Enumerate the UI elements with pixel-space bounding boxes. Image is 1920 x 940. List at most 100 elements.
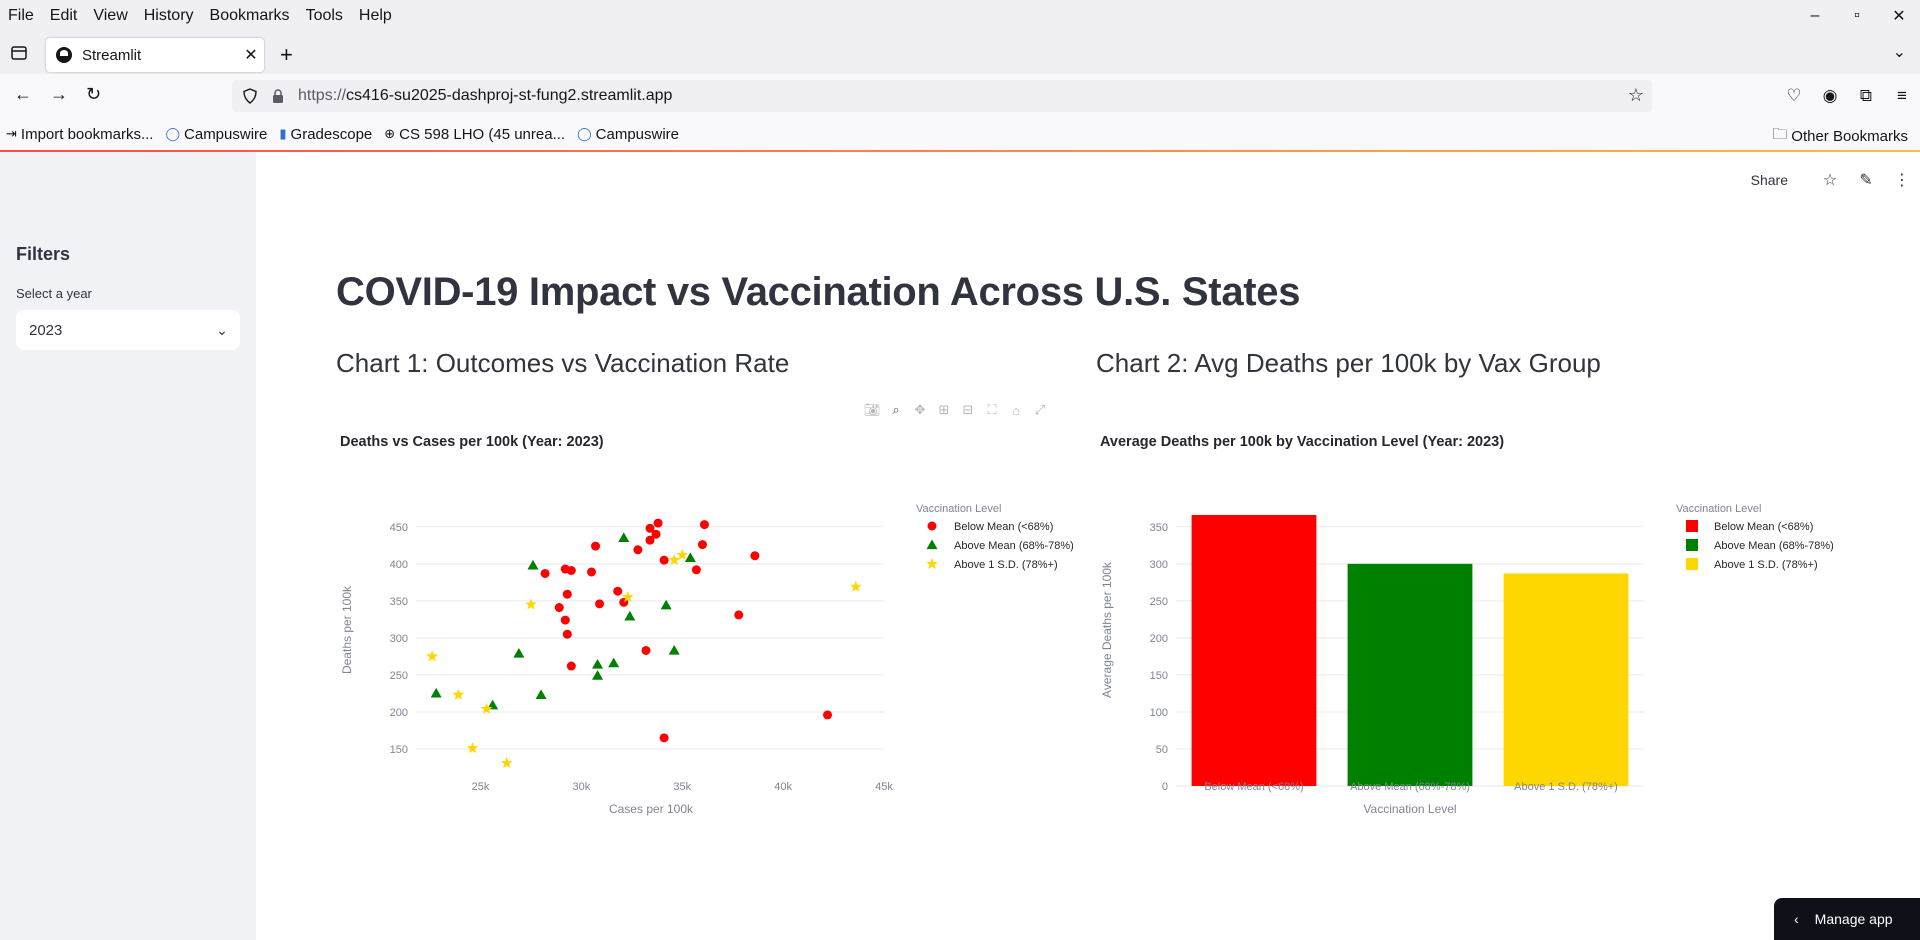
back-arrow-icon[interactable]: ← [14,84,32,104]
menu-help[interactable]: Help [358,7,392,24]
bookmark-cs598[interactable]: ⊕ CS 598 LHO (45 unrea... [384,125,566,143]
import-icon: ⇥ [6,126,17,141]
scatter-point [540,568,550,578]
bookmark-campuswire-2[interactable]: ◯ Campuswire [577,125,680,143]
app-header-accent-line [0,150,1920,152]
fullscreen-icon[interactable]: ⤢ [1034,402,1046,417]
shield-icon[interactable] [242,88,258,104]
menu-history[interactable]: History [143,7,194,24]
scatter-point [566,566,576,576]
share-button[interactable]: Share [1750,172,1788,188]
scatter-point [659,555,669,565]
x-tick-label: Above 1 S.D. (78%+) [1514,781,1618,793]
legend-entry[interactable]: Above Mean (68%-78%) [954,540,1074,552]
scatter-point [653,518,663,528]
bar[interactable] [1503,573,1629,786]
menu-view[interactable]: View [93,7,128,24]
scatter-point [592,659,604,669]
chart1-legend-title: Vaccination Level [916,503,1001,515]
camera-icon[interactable]: 📷︎ [863,402,881,417]
star-icon[interactable]: ☆ [1822,172,1838,189]
zoom-out-icon[interactable]: ⊟ [962,402,974,417]
scatter-point [684,552,696,563]
bar[interactable] [1347,563,1473,786]
menu-edit[interactable]: Edit [49,7,78,24]
new-tab-icon[interactable]: + [280,42,293,67]
chart1-heading: Chart 1: Outcomes vs Vaccination Rate [336,348,790,378]
account-icon[interactable]: ◉ [1822,86,1838,105]
bar[interactable] [1191,514,1317,786]
bookmarks-bar: ⇥ Import bookmarks... ◯ Campuswire ▮ Grades… [0,118,1920,150]
scatter-point [676,548,689,560]
extensions-icon[interactable]: ⧉ [1859,86,1873,105]
zoom-in-icon[interactable]: ⊞ [938,402,950,417]
scatter-chart[interactable]: Deaths vs Cases per 100k (Year: 2023) 15… [336,420,1096,840]
scatter-point [691,565,701,575]
chevron-down-icon[interactable]: ⌄ [1892,44,1906,61]
minimize-button[interactable]: – [1810,7,1820,24]
x-tick-label: Below Mean (<68%) [1204,781,1303,793]
more-options-icon[interactable]: ⋮ [1894,172,1910,189]
tab-list-icon[interactable] [10,44,28,62]
lock-icon[interactable] [270,88,286,104]
chart2-title: Average Deaths per 100k by Vaccination L… [1100,434,1504,450]
legend-marker [926,539,938,550]
legend-entry[interactable]: Below Mean (<68%) [954,521,1053,533]
zoom-icon[interactable]: ⌕ [892,402,900,417]
legend-entry[interactable]: Above 1 S.D. (78%+) [954,559,1058,571]
y-tick-label: 250 [390,670,408,682]
manage-app-button[interactable]: ‹ Manage app [1774,898,1920,940]
x-tick-label: 45k [875,781,893,793]
tab-streamlit[interactable]: Streamlit ✕ [46,38,264,72]
y-tick-label: 200 [390,707,408,719]
scatter-point [699,520,709,530]
scatter-point [430,687,442,698]
year-select[interactable]: 2023 ⌄ [16,310,240,350]
hamburger-menu-icon[interactable]: ≡ [1897,86,1907,105]
campuswire-icon: ◯ [577,126,592,141]
sidebar: Filters Select a year 2023 ⌄ [0,152,256,940]
forward-arrow-icon[interactable]: → [50,84,68,104]
bar-chart[interactable]: Average Deaths per 100k by Vaccination L… [1096,420,1916,840]
reload-icon[interactable]: ↻ [86,84,102,104]
scatter-point [554,603,564,613]
edit-pencil-icon[interactable]: ✎ [1859,172,1873,189]
url-text: https://cs416-su2025-dashproj-st-fung2.s… [298,87,673,104]
legend-entry[interactable]: Above 1 S.D. (78%+) [1714,559,1818,571]
globe-icon: ⊕ [384,126,396,141]
bookmark-import[interactable]: ⇥ Import bookmarks... [6,125,154,143]
autoscale-icon[interactable]: ⛶ [987,402,997,417]
scatter-point [668,553,681,566]
reset-axes-icon[interactable]: ⌂ [1012,402,1020,418]
menu-file[interactable]: File [8,7,34,24]
scatter-point [697,540,707,550]
y-tick-label: 350 [1150,522,1168,534]
other-bookmarks[interactable]: 🗀 Other Bookmarks [1772,124,1908,149]
sidebar-title: Filters [16,244,71,264]
pan-icon[interactable]: ✥ [914,402,926,417]
nav-bar: ← → ↻ https://cs416-su2025-dashproj-st-f… [0,74,1920,118]
scatter-point [426,650,439,662]
gradescope-icon: ▮ [279,126,287,141]
legend-marker [1686,558,1698,570]
url-bar[interactable]: https://cs416-su2025-dashproj-st-fung2.s… [232,80,1652,112]
year-select-label: Select a year [16,286,92,301]
close-window-button[interactable]: ✕ [1892,8,1906,25]
y-tick-label: 50 [1156,744,1168,756]
streamlit-favicon-icon [56,47,72,63]
pocket-icon[interactable]: ♡ [1786,86,1802,105]
scatter-point [595,599,605,609]
menu-bookmarks[interactable]: Bookmarks [209,7,290,24]
menu-tools[interactable]: Tools [305,7,343,24]
maximize-button[interactable]: ▫ [1854,7,1860,24]
legend-entry[interactable]: Below Mean (<68%) [1714,521,1813,533]
y-tick-label: 100 [1150,707,1168,719]
scatter-point [500,756,513,769]
scatter-point [566,661,576,671]
folder-icon: 🗀 [1772,126,1788,143]
bookmark-star-icon[interactable]: ☆ [1627,85,1644,105]
bookmark-campuswire[interactable]: ◯ Campuswire [165,125,268,143]
legend-entry[interactable]: Above Mean (68%-78%) [1714,540,1834,552]
close-tab-icon[interactable]: ✕ [244,47,258,64]
bookmark-gradescope[interactable]: ▮ Gradescope [279,125,373,143]
